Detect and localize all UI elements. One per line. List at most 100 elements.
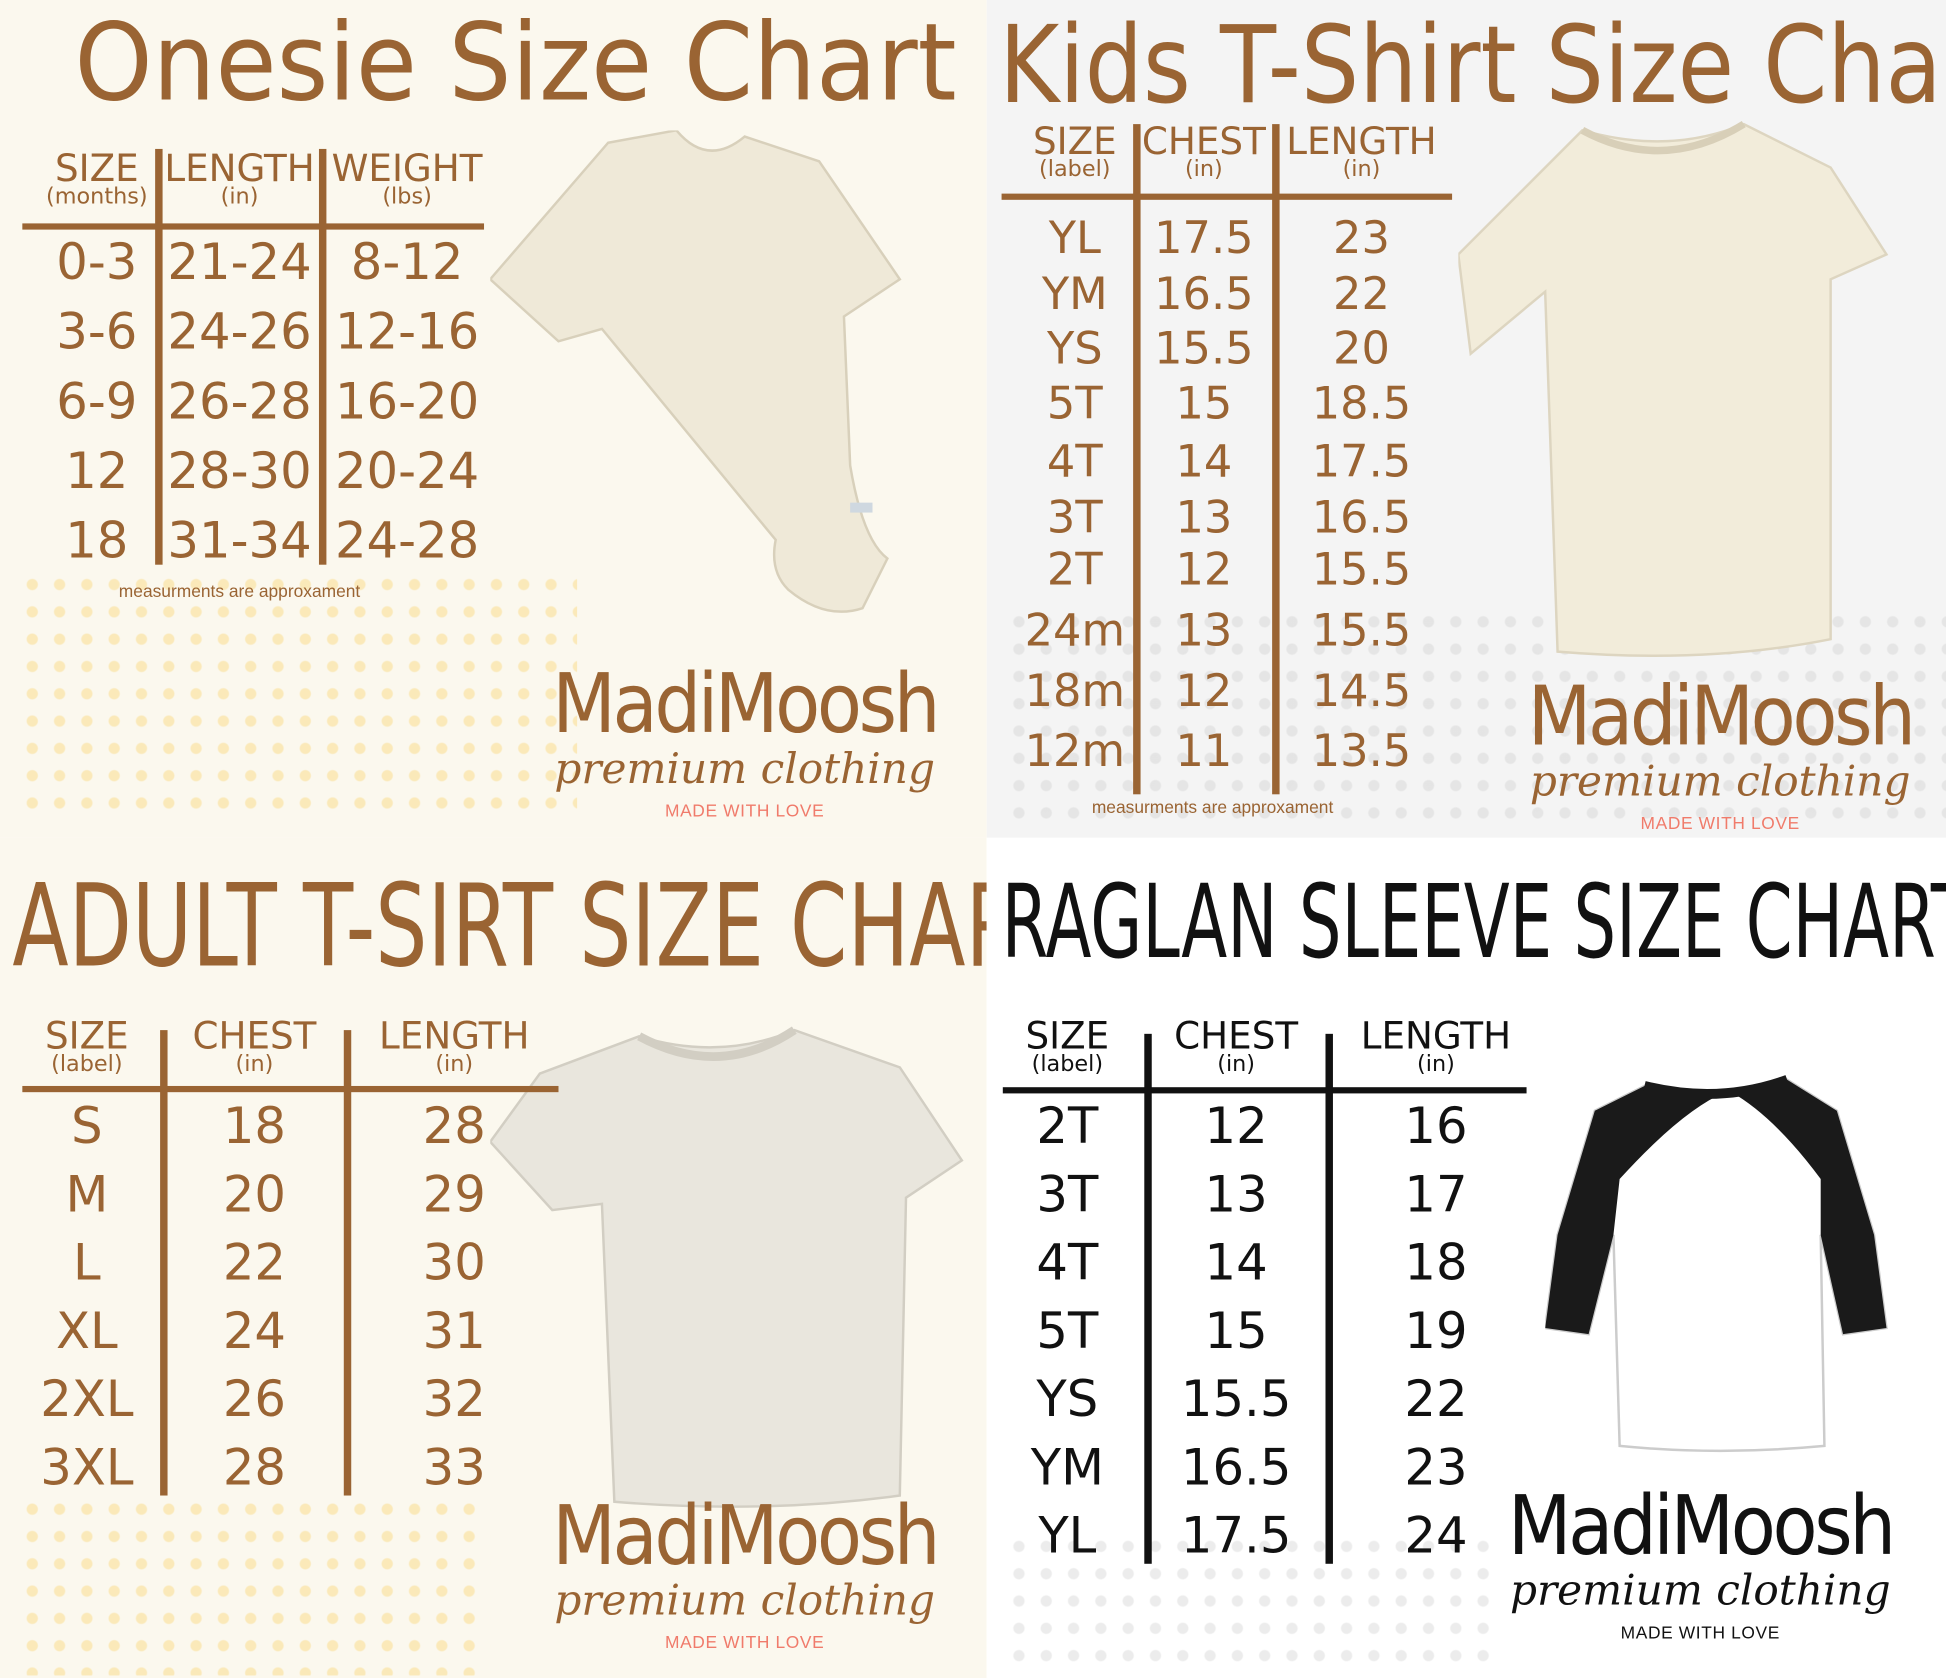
column-header: LENGTH (in) xyxy=(379,1018,529,1076)
table-cell: 22 xyxy=(222,1234,287,1292)
panel-onesie: Onesie Size Chart SIZE (months) LENGTH (in) W… xyxy=(0,0,987,838)
brand-name: MadiMoosh xyxy=(552,1488,940,1584)
column-header-unit: (label) xyxy=(1039,156,1111,183)
column-header-unit: (months) xyxy=(46,183,148,210)
table-cell: 26-28 xyxy=(167,373,312,431)
header-divider xyxy=(1001,193,1453,200)
table-cell: 28 xyxy=(422,1098,486,1156)
table-cell: 5T xyxy=(1036,1303,1099,1361)
table-cell: 24m xyxy=(1024,605,1125,657)
column-divider xyxy=(343,1030,352,1496)
table-cell: 11 xyxy=(1175,726,1233,777)
brand-logo: MadiMoosh premium clothing MADE WITH LOVE xyxy=(531,656,959,820)
table-cell: 31-34 xyxy=(167,512,312,570)
table-cell: 17.5 xyxy=(1311,436,1412,488)
column-header-label: CHEST xyxy=(1141,120,1266,164)
table-cell: 23 xyxy=(1333,213,1390,265)
chart-title: RAGLAN SLEEVE SIZE CHART xyxy=(1001,863,1946,982)
brand-tagline: premium clothing xyxy=(1509,1566,1891,1616)
table-cell: 16.5 xyxy=(1154,269,1254,321)
table-cell: 12-16 xyxy=(334,304,480,362)
column-header-unit: (in) xyxy=(1217,1051,1256,1078)
column-divider xyxy=(318,148,327,565)
table-cell: 15 xyxy=(1204,1303,1268,1361)
column-header: CHEST (in) xyxy=(192,1018,316,1078)
table-cell: 8-12 xyxy=(350,234,464,292)
disclaimer-note: measurments are approxament xyxy=(1091,796,1334,817)
table-cell: 31 xyxy=(422,1303,486,1361)
table-cell: 3T xyxy=(1046,492,1103,544)
header-divider xyxy=(22,1085,559,1093)
table-cell: 15.5 xyxy=(1154,323,1254,375)
table-cell: 24-26 xyxy=(167,304,312,362)
table-cell: 16.5 xyxy=(1311,492,1412,544)
table-cell: 13.5 xyxy=(1311,726,1412,777)
table-cell: YM xyxy=(1041,269,1108,321)
table-cell: 12m xyxy=(1024,726,1125,777)
column-header-label: LENGTH xyxy=(379,1015,530,1059)
table-cell: 14 xyxy=(1204,1234,1268,1292)
header-divider xyxy=(22,223,485,230)
column-header-label: LENGTH xyxy=(164,147,315,192)
chart-title: Onesie Size Chart xyxy=(74,1,957,126)
column-header: SIZE (label) xyxy=(1033,123,1117,183)
column-header-unit: (in) xyxy=(1342,156,1381,183)
table-cell: 12 xyxy=(65,443,129,501)
brand-name: MadiMoosh xyxy=(552,656,940,753)
table-cell: 0-3 xyxy=(56,234,138,292)
column-divider xyxy=(1325,1033,1333,1564)
brand-name: MadiMoosh xyxy=(1507,1478,1896,1574)
column-header: LENGTH (in) xyxy=(1286,123,1436,183)
table-cell: 28 xyxy=(222,1439,287,1497)
table-cell: 18 xyxy=(65,512,129,570)
brand-motto: MADE WITH LOVE xyxy=(1620,1622,1780,1642)
column-header: SIZE (label) xyxy=(1026,1018,1110,1078)
column-divider xyxy=(155,148,163,565)
column-header-unit: (label) xyxy=(1031,1051,1104,1078)
column-header: LENGTH (in) xyxy=(1361,1018,1511,1076)
column-header-label: SIZE xyxy=(1025,1015,1110,1059)
panel-raglan: RAGLAN SLEEVE SIZE CHART SIZE (label) CHEST… xyxy=(986,837,1946,1678)
table-cell: 20 xyxy=(222,1166,287,1224)
table-cell: 3-6 xyxy=(56,304,138,362)
table-cell: 15.5 xyxy=(1180,1371,1292,1429)
table-cell: 20 xyxy=(1333,323,1390,375)
table-cell: YS xyxy=(1046,323,1103,375)
table-cell: 13 xyxy=(1175,492,1233,544)
table-cell: 12 xyxy=(1175,666,1233,718)
table-cell: 15 xyxy=(1175,378,1233,430)
table-cell: 3XL xyxy=(40,1439,134,1497)
column-header-label: SIZE xyxy=(54,147,139,192)
table-cell: 3T xyxy=(1036,1166,1099,1224)
table-cell: 17 xyxy=(1404,1166,1468,1224)
header-divider xyxy=(1002,1087,1527,1094)
column-divider xyxy=(1144,1033,1152,1564)
table-cell: 23 xyxy=(1404,1439,1468,1497)
onesie-image xyxy=(488,128,912,631)
brand-logo: MadiMoosh premium clothing MADE WITH LOVE xyxy=(531,1488,959,1652)
table-cell: 29 xyxy=(422,1166,486,1224)
table-cell: 15.5 xyxy=(1311,544,1412,596)
table-cell: YL xyxy=(1038,1507,1097,1566)
table-cell: 18m xyxy=(1024,666,1125,718)
table-cell: 21-24 xyxy=(167,234,312,292)
panel-kids: Kids T-Shirt Size Chart SIZE (label) CHEST(… xyxy=(986,0,1946,838)
table-cell: 32 xyxy=(422,1371,486,1429)
brand-tagline: premium clothing xyxy=(1529,757,1911,807)
table-cell: 28-30 xyxy=(167,443,312,501)
column-divider xyxy=(1133,124,1141,795)
column-header: SIZE (months) xyxy=(46,151,148,208)
table-cell: 18.5 xyxy=(1311,378,1412,430)
table-cell: 19 xyxy=(1404,1303,1468,1361)
table-cell: 16.5 xyxy=(1180,1439,1292,1497)
panel-adult: ADULT T-SIRT SIZE CHART SIZE (label) CHEST(… xyxy=(0,837,987,1678)
table-cell: L xyxy=(73,1234,101,1292)
kids-t-shirt-image xyxy=(1456,118,1892,669)
column-header: CHEST (in) xyxy=(1174,1018,1298,1078)
table-cell: YL xyxy=(1048,213,1101,265)
column-header-unit: (in) xyxy=(235,1051,274,1078)
column-header-label: WEIGHT xyxy=(331,147,483,192)
adult-t-shirt-image xyxy=(488,1024,986,1525)
halftone-pattern xyxy=(18,570,578,820)
